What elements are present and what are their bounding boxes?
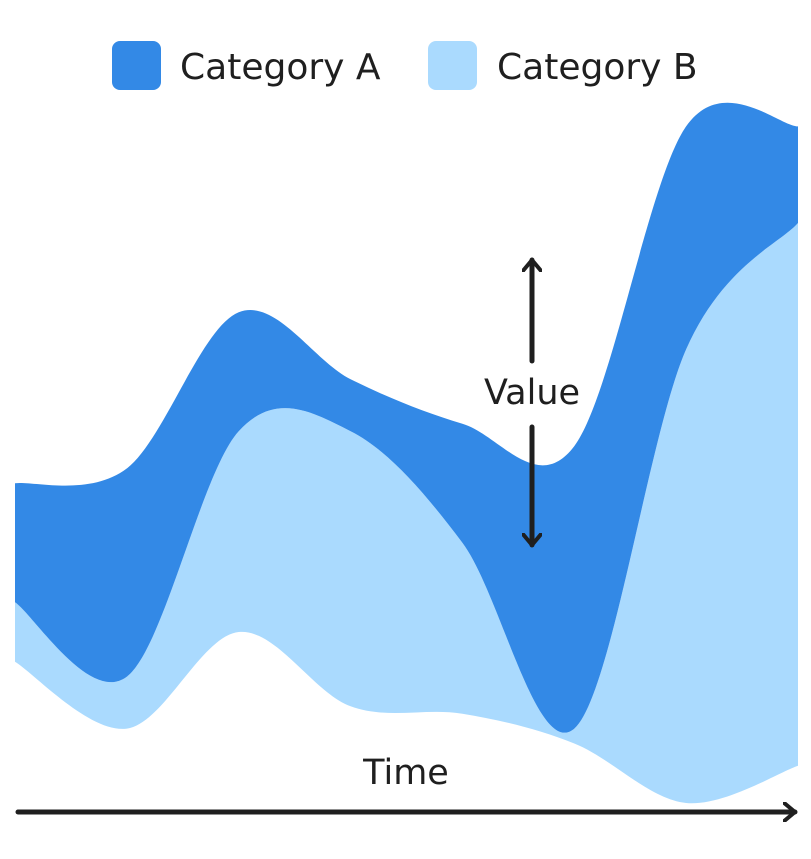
legend-swatch-category-a — [112, 41, 161, 90]
value-annotation-label: Value — [484, 373, 580, 413]
stream-area-category-a — [15, 102, 798, 733]
x-axis-label: Time — [362, 753, 449, 793]
legend-label-category-a: Category A — [180, 47, 381, 88]
stream-layers — [15, 102, 798, 804]
value-annotation: Value — [484, 257, 580, 548]
x-axis: Time — [15, 753, 798, 812]
legend-swatch-category-b — [428, 41, 477, 90]
legend: Category A Category B — [112, 41, 698, 90]
stream-area-category-b — [15, 223, 798, 804]
legend-label-category-b: Category B — [497, 47, 698, 88]
